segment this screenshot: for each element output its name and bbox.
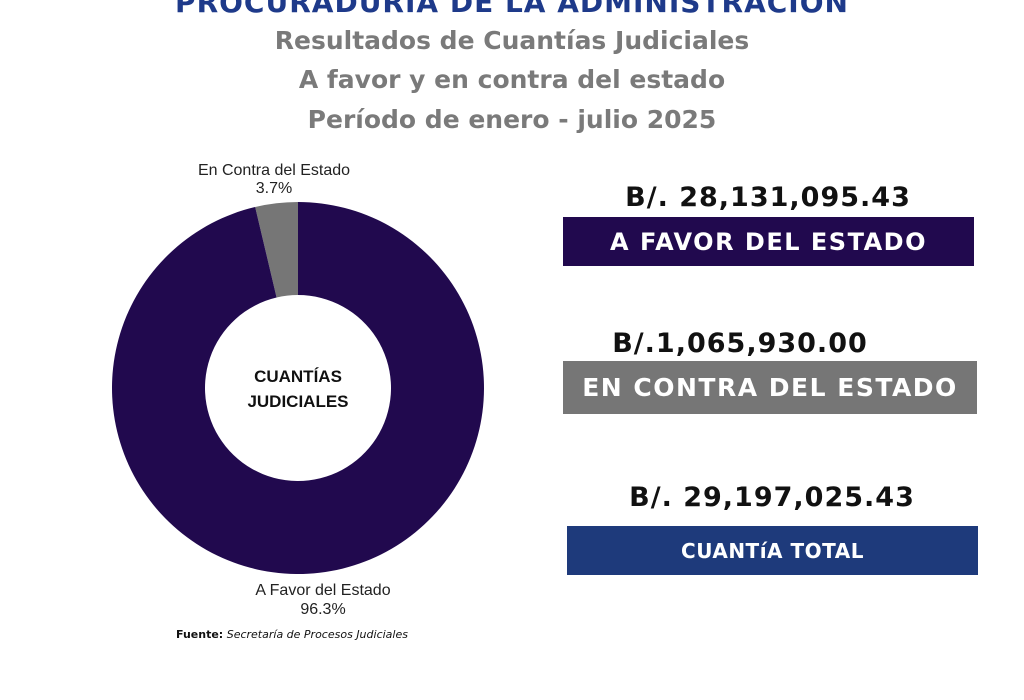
total-label: CUANTíA TOTAL xyxy=(681,538,864,563)
contra-amount: B/.1,065,930.00 xyxy=(612,328,868,359)
source-label: Fuente: xyxy=(176,628,224,641)
total-label-bar: CUANTíA TOTAL xyxy=(567,526,978,575)
source-text: Secretaría de Procesos Judiciales xyxy=(226,628,408,641)
slice-label-favor-value: 96.3% xyxy=(300,601,345,618)
report-period: Período de enero - julio 2025 xyxy=(307,105,717,134)
report-title: Resultados de Cuantías Judiciales xyxy=(274,26,750,55)
donut-slice-favor xyxy=(111,202,485,574)
slice-label-favor-name: A Favor del Estado xyxy=(255,582,390,599)
contra-label-bar: EN CONTRA DEL ESTADO xyxy=(563,361,977,414)
chart-center-label-line2: JUDICIALES xyxy=(247,392,348,411)
organization-title: PROCURADURÍA DE LA ADMINISTRACIÓN xyxy=(175,0,849,19)
favor-amount: B/. 28,131,095.43 xyxy=(625,182,911,213)
favor-label-bar: A FAVOR DEL ESTADO xyxy=(563,217,974,266)
source-note: Fuente: Secretaría de Procesos Judiciale… xyxy=(176,628,408,641)
favor-label: A FAVOR DEL ESTADO xyxy=(610,227,927,256)
donut-chart: En Contra del Estado 3.7% CUANTÍAS JUDIC… xyxy=(111,162,485,618)
slice-label-contra-value: 3.7% xyxy=(256,180,292,197)
donut-slice-contra xyxy=(255,202,298,298)
contra-label: EN CONTRA DEL ESTADO xyxy=(582,373,958,402)
report-subtitle: A favor y en contra del estado xyxy=(298,65,726,94)
total-amount: B/. 29,197,025.43 xyxy=(629,482,915,513)
slice-label-contra-name: En Contra del Estado xyxy=(198,162,350,179)
chart-center-label-line1: CUANTÍAS xyxy=(254,367,342,386)
